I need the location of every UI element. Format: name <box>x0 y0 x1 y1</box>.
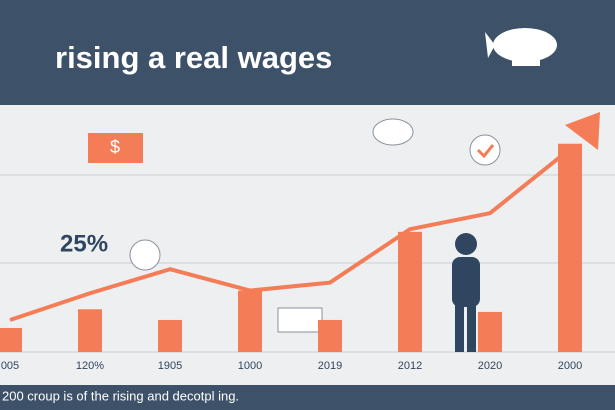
x-tick-label: 2000 <box>558 360 582 372</box>
cross-bubble <box>129 239 161 271</box>
bar <box>0 327 22 352</box>
x-tick-label: 2019 <box>318 360 342 372</box>
footer-bar <box>0 385 615 410</box>
bar <box>398 231 422 352</box>
x-tick-label: 120% <box>76 360 104 372</box>
bar <box>478 311 502 352</box>
bar <box>238 290 262 352</box>
chart-title: rising a real wages <box>55 40 332 75</box>
x-tick-label: 005 <box>1 360 19 372</box>
speech-bubble <box>372 118 414 146</box>
person-figure <box>452 233 480 352</box>
dollar-label: $ <box>110 137 120 157</box>
bar <box>558 143 582 352</box>
rocket-icon <box>565 112 600 150</box>
blimp-icon <box>485 28 557 66</box>
x-tick-label: 1905 <box>158 360 182 372</box>
x-tick-label: 2020 <box>478 360 502 372</box>
dollar-badge <box>88 133 143 163</box>
line <box>9 147 572 322</box>
bar <box>78 309 102 352</box>
check-card <box>277 307 323 333</box>
plot: 005 120% 1905 1000 2019 2012 2020 2000 <box>0 143 582 372</box>
x-tick-label: 1000 <box>238 360 262 372</box>
bar <box>158 319 182 352</box>
check-bubble <box>469 134 501 166</box>
percent-annotation: 25% <box>60 230 108 257</box>
bar <box>318 319 342 352</box>
footer-text: 200 croup is of the rising and decotpl i… <box>2 388 239 403</box>
check-icon <box>476 144 495 159</box>
x-tick-label: 2012 <box>398 360 422 372</box>
